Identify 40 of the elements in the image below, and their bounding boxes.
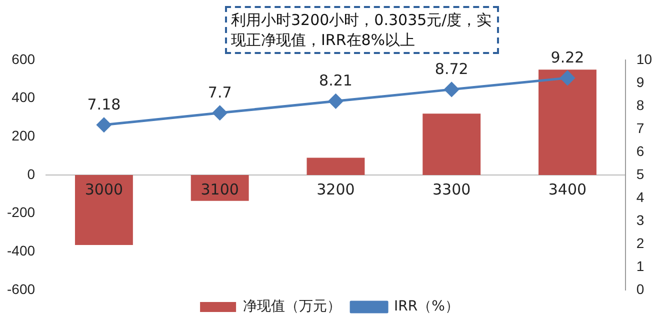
x-tick-label: 3400: [548, 180, 587, 198]
y-tick-label: -600: [6, 280, 36, 297]
point: [328, 94, 343, 108]
point: [444, 82, 459, 97]
y2-tick-label: 2: [636, 234, 644, 251]
x-tick-label: 3300: [432, 180, 471, 198]
x-tick-label: 3000: [84, 180, 124, 198]
bar: [422, 114, 481, 175]
y2-tick-label: 10: [636, 50, 652, 67]
y2-tick-label: 4: [636, 188, 644, 205]
data-label: 8.21: [319, 72, 352, 90]
legend-label: 净现值（万元）: [243, 298, 342, 315]
bar: [538, 70, 596, 175]
y2-tick-label: 0: [636, 280, 644, 297]
y2-tick-label: 3: [636, 212, 644, 228]
x-tick-label: 3100: [200, 180, 239, 198]
y-tick-label: -200: [6, 204, 36, 220]
y2-tick-label: 6: [636, 142, 644, 159]
bar: [306, 158, 365, 175]
y-tick-label: 400: [12, 89, 36, 106]
y2-tick-label: 5: [636, 166, 644, 182]
data-label: 7.18: [87, 95, 121, 114]
point: [212, 106, 228, 120]
y2-tick-label: 9: [636, 74, 644, 90]
y-tick-label: 600: [12, 50, 36, 67]
y2-tick-label: 1: [636, 258, 644, 274]
data-label: 9.22: [550, 48, 584, 66]
y2-tick-label: 7: [636, 120, 644, 136]
x-tick-label: 3200: [316, 180, 355, 198]
legend-label: IRR（%）: [394, 298, 459, 315]
y2-tick-label: 8: [636, 96, 644, 113]
point: [96, 118, 112, 132]
data-label: 7.7: [208, 83, 232, 102]
y-tick-label: -400: [6, 242, 36, 259]
data-label: 8.72: [434, 60, 468, 78]
bar: [74, 175, 133, 245]
y-tick-label: 200: [12, 128, 36, 144]
chart-title: 利用小时3200小时，0.3035元/度，实现正净现值，IRR在8%以上: [225, 6, 499, 54]
point: [560, 70, 575, 86]
y-tick-label: 0: [27, 166, 36, 182]
